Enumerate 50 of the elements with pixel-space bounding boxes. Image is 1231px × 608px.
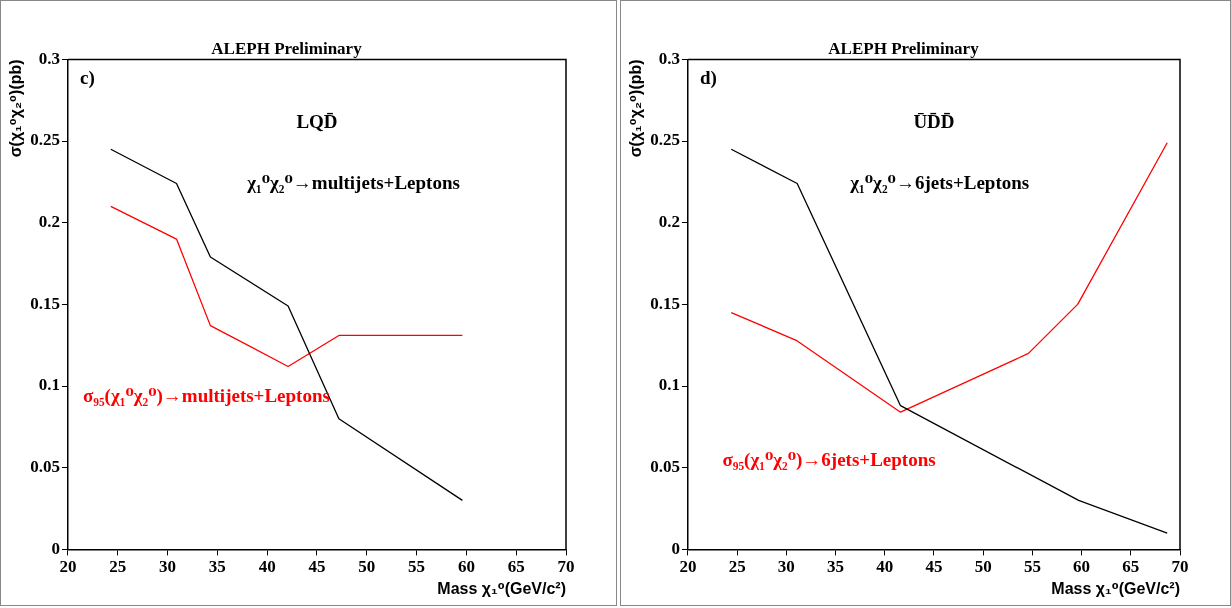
series-label: σ₉₅(χ₁⁰χ₂⁰)→multijets+Leptons bbox=[82, 385, 330, 408]
x-tick-label: 35 bbox=[827, 556, 845, 576]
x-tick-label: 45 bbox=[308, 556, 326, 576]
x-tick-label: 35 bbox=[208, 556, 226, 576]
y-tick-label: 0.05 bbox=[650, 457, 680, 477]
y-tick-label: 0 bbox=[671, 538, 680, 558]
x-tick-label: 30 bbox=[777, 556, 795, 576]
x-tick-label: 50 bbox=[358, 556, 376, 576]
y-axis-title: σ(χ₁⁰χ₂⁰)(pb) bbox=[7, 59, 25, 158]
y-tick-label: 0.25 bbox=[650, 130, 680, 150]
text: σ₉₅(χ₁⁰χ₂⁰)→6jets+Leptons bbox=[722, 449, 936, 472]
y-tick-label: 0.1 bbox=[38, 375, 60, 395]
y-tick-label: 0.2 bbox=[658, 212, 680, 232]
x-tick-label: 70 bbox=[557, 556, 575, 576]
y-tick-label: 0 bbox=[51, 538, 60, 558]
y-tick-label: 0.25 bbox=[30, 130, 60, 150]
x-tick-label: 55 bbox=[1023, 556, 1041, 576]
annotation: ŪD̄D̄ bbox=[913, 111, 955, 133]
x-axis-title: Mass χ₁⁰(GeV/c²) bbox=[1051, 579, 1180, 597]
x-tick-label: 25 bbox=[728, 556, 746, 576]
y-tick-label: 0.1 bbox=[658, 375, 680, 395]
x-tick-label: 20 bbox=[59, 556, 77, 576]
x-tick-label: 55 bbox=[408, 556, 426, 576]
y-axis-title: σ(χ₁⁰χ₂⁰)(pb) bbox=[627, 59, 645, 158]
chart-title: ALEPH Preliminary bbox=[211, 38, 363, 58]
x-tick-label: 40 bbox=[258, 556, 276, 576]
chart-title: ALEPH Preliminary bbox=[828, 38, 980, 58]
x-tick-label: 25 bbox=[109, 556, 127, 576]
y-tick-label: 0.3 bbox=[38, 48, 60, 68]
y-tick-label: 0.2 bbox=[38, 212, 60, 232]
x-axis-title: Mass χ₁⁰(GeV/c²) bbox=[437, 579, 566, 597]
annotation: LQD̄ bbox=[296, 111, 338, 133]
x-tick-label: 60 bbox=[1073, 556, 1091, 576]
x-tick-label: 60 bbox=[457, 556, 475, 576]
x-tick-label: 65 bbox=[507, 556, 525, 576]
y-tick-label: 0.15 bbox=[30, 293, 60, 313]
x-tick-label: 20 bbox=[679, 556, 697, 576]
annotation: c) bbox=[79, 67, 95, 90]
y-tick-label: 0.05 bbox=[30, 457, 60, 477]
x-tick-label: 30 bbox=[159, 556, 177, 576]
x-tick-label: 50 bbox=[974, 556, 992, 576]
y-tick-label: 0.15 bbox=[650, 293, 680, 313]
x-tick-label: 70 bbox=[1171, 556, 1189, 576]
x-tick-label: 45 bbox=[925, 556, 943, 576]
text: χ₁⁰χ₂⁰→multijets+Leptons bbox=[246, 172, 460, 194]
x-tick-label: 65 bbox=[1122, 556, 1140, 576]
y-tick-label: 0.3 bbox=[658, 48, 680, 68]
x-tick-label: 40 bbox=[876, 556, 894, 576]
text: χ₁⁰χ₂⁰→6jets+Leptons bbox=[849, 172, 1030, 194]
annotation: d) bbox=[699, 67, 717, 90]
